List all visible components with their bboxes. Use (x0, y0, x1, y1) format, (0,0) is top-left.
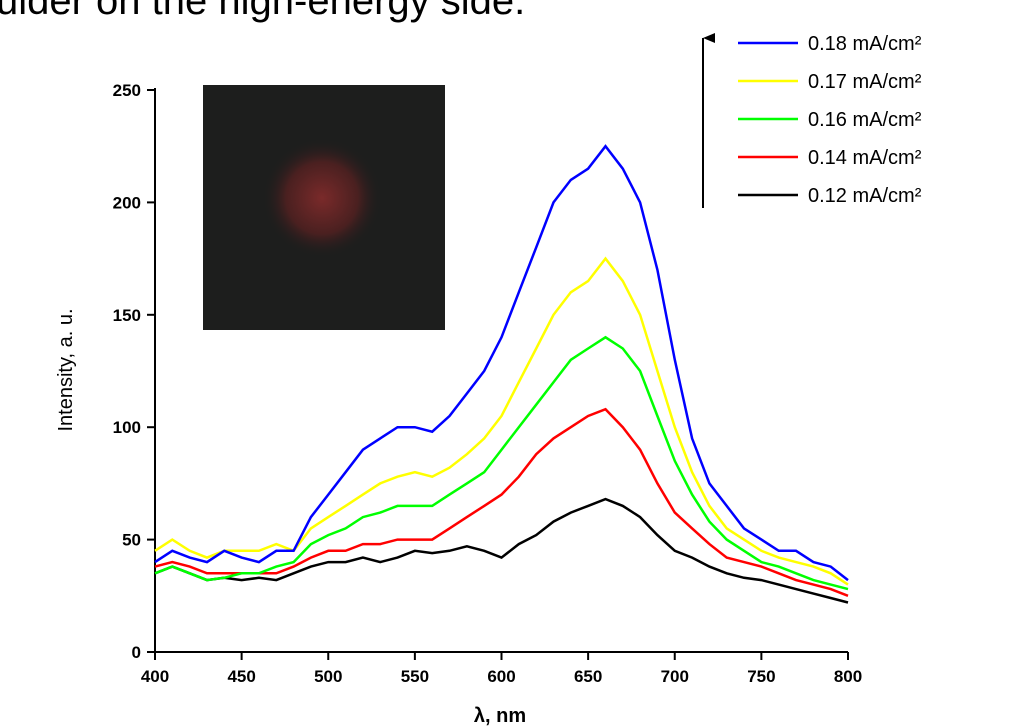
x-axis-label: λ, nm (474, 705, 526, 727)
y-tick-label: 200 (113, 193, 141, 212)
x-tick-label: 550 (401, 667, 429, 686)
legend-label: 0.16 mA/cm² (808, 109, 922, 131)
y-tick-label: 0 (132, 643, 141, 662)
x-tick-label: 650 (574, 667, 602, 686)
y-tick-label: 50 (122, 531, 141, 550)
series-line (154, 256, 849, 586)
series-line (154, 407, 849, 597)
inset-spot (262, 138, 382, 258)
chart-title: ulder on the high-energy side. (0, 0, 525, 23)
x-tick-label: 400 (141, 667, 169, 686)
x-tick-label: 750 (747, 667, 775, 686)
y-tick-label: 250 (113, 81, 141, 100)
series-line (154, 497, 849, 604)
legend-label: 0.12 mA/cm² (808, 185, 922, 207)
y-axis-label: Intensity, a. u. (55, 308, 77, 431)
y-tick-label: 100 (113, 418, 141, 437)
plot-area: 0 50 100 150 200 250 400 450 500 550 600 650 700 750 8… (113, 33, 922, 686)
series-line (154, 144, 849, 582)
x-tick-label: 800 (834, 667, 862, 686)
series-line (154, 335, 849, 591)
y-tick-label: 150 (113, 306, 141, 325)
x-tick-label: 700 (661, 667, 689, 686)
x-tick-label: 500 (314, 667, 342, 686)
legend-label: 0.17 mA/cm² (808, 71, 922, 93)
x-tick-label: 450 (227, 667, 255, 686)
x-tick-label: 600 (487, 667, 515, 686)
legend-label: 0.14 mA/cm² (808, 147, 922, 169)
legend-label: 0.18 mA/cm² (808, 33, 922, 55)
